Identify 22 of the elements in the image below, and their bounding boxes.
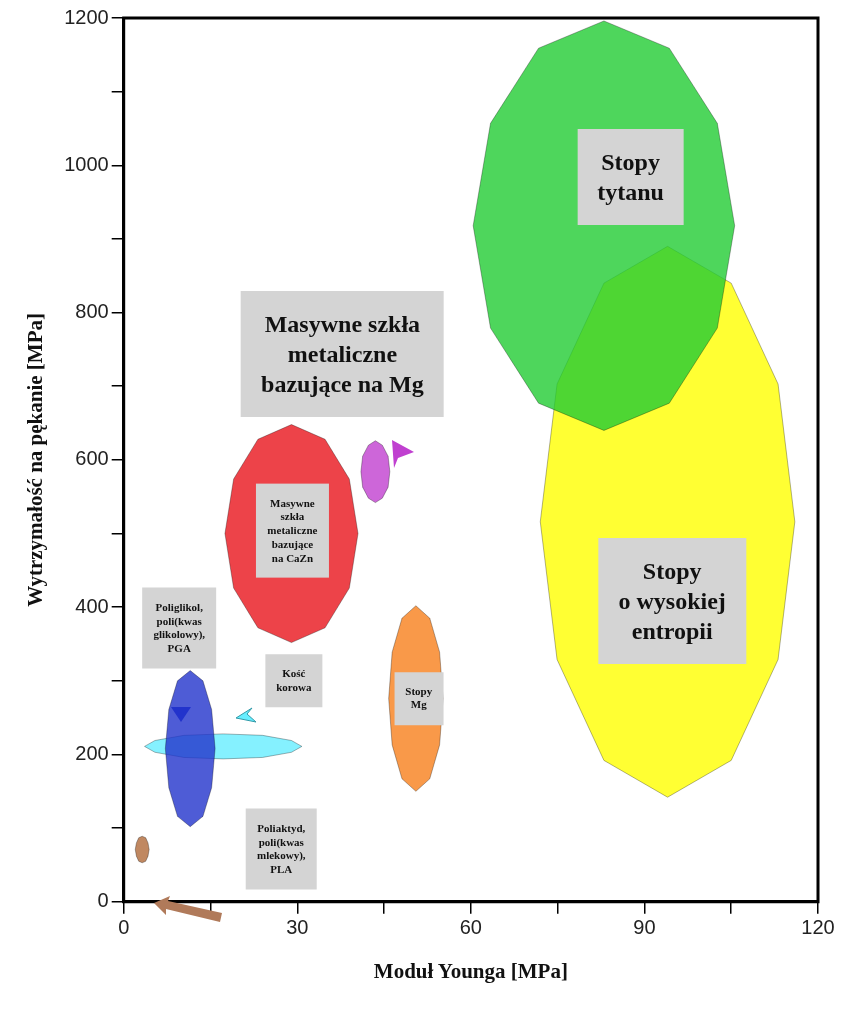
label-box: Stopy Mg [394,671,444,726]
y-tick-label: 400 [75,594,109,617]
label-box: Stopy o wysokiej entropii [598,538,746,665]
label-box: Poliaktyd, poli(kwas mlekowy), PLA [246,808,317,890]
x-tick-label: 120 [801,916,835,939]
y-tick-label: 0 [97,889,109,912]
x-tick-label: 90 [633,916,656,939]
y-axis-title: Wytrzymałość na pękanie [MPa] [23,313,48,607]
label-box: Stopy tytanu [577,129,684,226]
x-tick-label: 0 [118,916,130,939]
y-tick-label: 1200 [64,5,109,28]
label-box: Masywne szkła metaliczne bazujące na CaZn [256,483,329,578]
label-box: Poliglikol, poli(kwas glikolowy), PGA [142,587,217,669]
x-tick-label: 60 [459,916,482,939]
label-box: Kość korowa [265,654,323,708]
y-tick-label: 200 [75,742,109,765]
y-tick-label: 1000 [64,152,109,175]
y-tick-label: 800 [75,300,109,323]
label-box: Masywne szkła metaliczne bazujące na Mg [241,290,444,417]
x-axis-title: Moduł Younga [MPa] [373,958,568,983]
x-tick-label: 30 [286,916,309,939]
y-tick-label: 600 [75,447,109,470]
